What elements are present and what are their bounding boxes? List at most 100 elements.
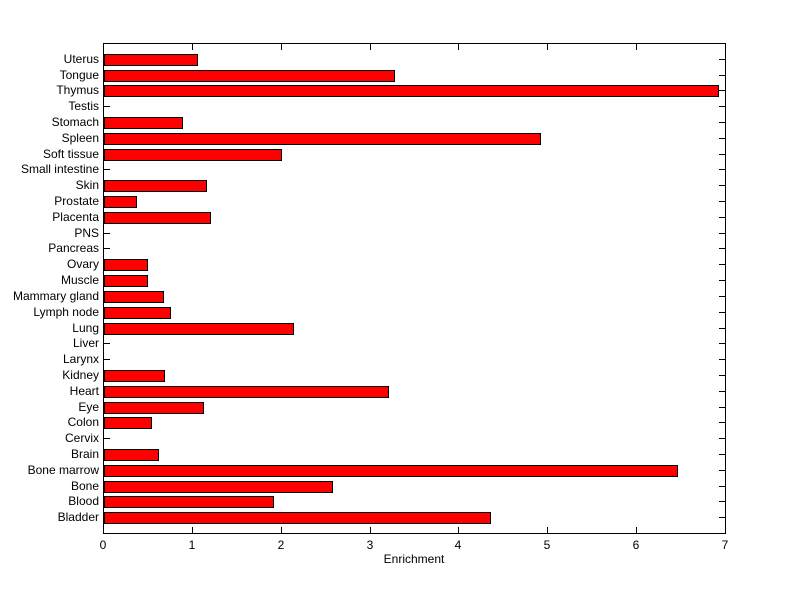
y-axis-tick bbox=[719, 248, 725, 249]
plot-area bbox=[103, 43, 726, 534]
y-axis-tick bbox=[719, 343, 725, 344]
y-axis-tick bbox=[719, 59, 725, 60]
x-axis-tick bbox=[458, 527, 459, 533]
x-axis-tick bbox=[458, 44, 459, 50]
y-axis-tick bbox=[719, 391, 725, 392]
x-tick-label: 4 bbox=[454, 538, 462, 552]
x-tick-label: 7 bbox=[721, 538, 729, 552]
x-axis-tick bbox=[281, 527, 282, 533]
y-axis-tick bbox=[719, 122, 725, 123]
y-axis-tick bbox=[719, 470, 725, 471]
y-tick-label: Lymph node bbox=[33, 305, 99, 319]
bar bbox=[104, 275, 148, 287]
y-axis-tick bbox=[719, 280, 725, 281]
y-tick-label: Prostate bbox=[54, 194, 99, 208]
y-tick-label: Colon bbox=[67, 415, 99, 429]
y-axis-tick bbox=[719, 422, 725, 423]
y-axis-tick bbox=[719, 217, 725, 218]
y-axis-tick bbox=[719, 296, 725, 297]
bar bbox=[104, 117, 183, 129]
bar bbox=[104, 307, 171, 319]
x-axis-tick bbox=[547, 527, 548, 533]
y-tick-label: Testis bbox=[68, 99, 99, 113]
y-axis-tick bbox=[104, 106, 110, 107]
x-axis-title: Enrichment bbox=[383, 552, 445, 566]
y-tick-label: Tongue bbox=[59, 68, 99, 82]
y-tick-label: Skin bbox=[75, 178, 99, 192]
x-tick-label: 1 bbox=[188, 538, 196, 552]
bar bbox=[104, 149, 282, 161]
y-tick-label: Bladder bbox=[57, 510, 99, 524]
bar bbox=[104, 417, 152, 429]
y-tick-label: Soft tissue bbox=[42, 147, 99, 161]
x-axis-tick bbox=[636, 527, 637, 533]
y-tick-label: Blood bbox=[68, 494, 99, 508]
y-tick-label: Muscle bbox=[60, 273, 99, 287]
y-tick-label: Mammary gland bbox=[12, 289, 99, 303]
bar bbox=[104, 449, 159, 461]
y-tick-label: Thymus bbox=[56, 83, 99, 97]
y-tick-label: Small intestine bbox=[20, 162, 99, 176]
x-axis-tick bbox=[547, 44, 548, 50]
y-tick-label: Bone bbox=[70, 479, 99, 493]
y-tick-label: Placenta bbox=[52, 210, 99, 224]
y-axis-tick bbox=[104, 248, 110, 249]
y-axis-tick bbox=[719, 375, 725, 376]
y-axis-tick bbox=[719, 407, 725, 408]
y-tick-label: Bone marrow bbox=[27, 463, 99, 477]
y-axis-tick bbox=[719, 185, 725, 186]
y-tick-label: Ovary bbox=[66, 257, 99, 271]
y-tick-label: Liver bbox=[72, 336, 99, 350]
x-tick-label: 5 bbox=[543, 538, 551, 552]
y-axis-tick bbox=[104, 169, 110, 170]
y-axis-tick bbox=[719, 454, 725, 455]
bar bbox=[104, 496, 274, 508]
y-axis-tick bbox=[104, 233, 110, 234]
y-axis-tick bbox=[104, 359, 110, 360]
y-axis-tick bbox=[719, 154, 725, 155]
y-axis-tick bbox=[719, 312, 725, 313]
bar bbox=[104, 386, 389, 398]
y-axis-tick bbox=[719, 359, 725, 360]
y-tick-label: Pancreas bbox=[48, 241, 99, 255]
bar bbox=[104, 512, 491, 524]
y-axis-tick bbox=[719, 90, 725, 91]
y-axis-tick bbox=[719, 328, 725, 329]
y-axis-tick bbox=[719, 106, 725, 107]
bar bbox=[104, 402, 204, 414]
y-tick-label: Eye bbox=[78, 400, 99, 414]
y-axis-tick bbox=[719, 438, 725, 439]
x-tick-label: 0 bbox=[99, 538, 107, 552]
bar bbox=[104, 291, 164, 303]
x-axis-tick bbox=[370, 44, 371, 50]
x-axis-tick bbox=[636, 44, 637, 50]
bar bbox=[104, 370, 165, 382]
y-axis-tick bbox=[719, 201, 725, 202]
bar bbox=[104, 465, 678, 477]
y-tick-label: Spleen bbox=[61, 131, 99, 145]
y-tick-label: Uterus bbox=[63, 52, 99, 66]
x-tick-label: 3 bbox=[366, 538, 374, 552]
y-tick-label: PNS bbox=[74, 226, 99, 240]
y-axis-tick bbox=[719, 517, 725, 518]
bar bbox=[104, 70, 395, 82]
y-tick-label: Stomach bbox=[51, 115, 99, 129]
bar bbox=[104, 259, 148, 271]
y-tick-label: Cervix bbox=[64, 431, 99, 445]
x-tick-label: 2 bbox=[277, 538, 285, 552]
y-axis-tick bbox=[719, 486, 725, 487]
y-axis-tick bbox=[104, 343, 110, 344]
y-tick-label: Kidney bbox=[62, 368, 99, 382]
y-tick-label: Lung bbox=[72, 321, 99, 335]
bar bbox=[104, 323, 294, 335]
y-axis-tick bbox=[104, 438, 110, 439]
bar bbox=[104, 133, 541, 145]
bar bbox=[104, 54, 198, 66]
x-axis-tick bbox=[370, 527, 371, 533]
x-axis-tick bbox=[281, 44, 282, 50]
bar bbox=[104, 212, 211, 224]
y-tick-label: Brain bbox=[70, 447, 99, 461]
y-axis-tick bbox=[719, 138, 725, 139]
bar bbox=[104, 196, 137, 208]
x-axis-tick bbox=[192, 44, 193, 50]
